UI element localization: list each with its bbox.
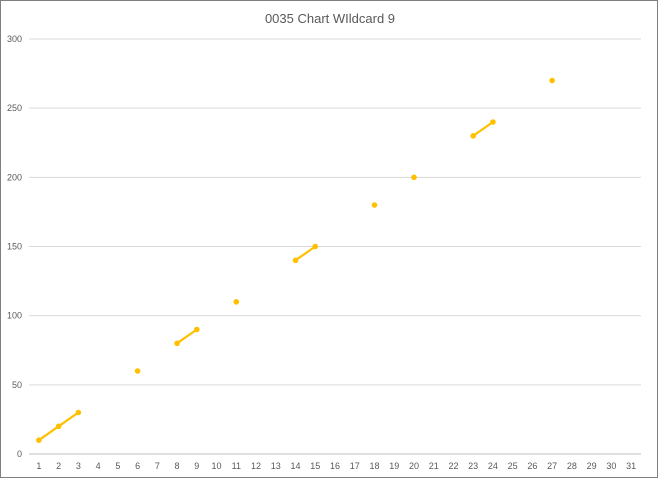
data-point xyxy=(233,299,240,305)
series-lines xyxy=(37,120,495,442)
x-tick-label: 4 xyxy=(96,461,101,471)
y-tick-label: 100 xyxy=(7,311,22,321)
x-tick-label: 11 xyxy=(232,461,241,471)
x-tick-label: 30 xyxy=(606,461,616,471)
series-points xyxy=(36,77,555,443)
x-tick-label: 23 xyxy=(468,461,478,471)
x-tick-label: 16 xyxy=(330,461,340,471)
x-tick-label: 6 xyxy=(135,461,140,471)
x-tick-label: 18 xyxy=(369,461,379,471)
x-tick-label: 2 xyxy=(56,461,61,471)
x-tick-label: 17 xyxy=(350,461,360,471)
y-tick-label: 0 xyxy=(17,449,22,459)
series-line-segment xyxy=(472,120,495,137)
chart-title: 0035 Chart WIldcard 9 xyxy=(265,11,395,26)
data-point xyxy=(371,202,378,208)
data-point xyxy=(292,257,299,264)
x-tick-label: 20 xyxy=(409,461,419,471)
data-point xyxy=(134,368,141,374)
x-tick-label: 8 xyxy=(175,461,180,471)
x-tick-label: 29 xyxy=(587,461,597,471)
x-tick-label: 14 xyxy=(291,461,301,471)
x-tick-label: 28 xyxy=(567,461,577,471)
x-axis-tick-labels: 1 2 3 4 5 6 7 8 9 10 11 12 13 14 15 16 17 18 19 20 21 22 23 24 2… xyxy=(36,461,636,471)
x-tick-label: 7 xyxy=(155,461,160,471)
data-point xyxy=(174,340,180,347)
y-tick-label: 150 xyxy=(7,242,22,252)
x-tick-label: 9 xyxy=(194,461,199,471)
y-axis-tick-labels: 0 50 100 150 200 250 300 xyxy=(7,34,22,459)
y-tick-label: 300 xyxy=(7,34,22,44)
x-tick-label: 3 xyxy=(76,461,81,471)
data-point xyxy=(194,326,200,333)
x-tick-label: 10 xyxy=(212,461,222,471)
x-tick-label: 31 xyxy=(626,461,636,471)
series-line-segment xyxy=(37,425,60,442)
x-tick-label: 22 xyxy=(448,461,458,471)
x-tick-label: 27 xyxy=(547,461,557,471)
x-tick-label: 1 xyxy=(36,461,41,471)
data-point xyxy=(490,119,496,125)
y-tick-label: 200 xyxy=(7,172,22,182)
data-point xyxy=(411,174,417,181)
x-tick-label: 13 xyxy=(271,461,281,471)
x-tick-label: 15 xyxy=(310,461,320,471)
x-tick-label: 19 xyxy=(389,461,399,471)
x-tick-label: 26 xyxy=(527,461,537,471)
y-tick-label: 50 xyxy=(12,380,22,390)
data-point xyxy=(75,409,82,416)
x-tick-label: 25 xyxy=(508,461,518,471)
gridlines xyxy=(29,38,641,455)
y-tick-label: 250 xyxy=(7,103,22,113)
series-line-segment xyxy=(57,411,80,428)
x-tick-label: 24 xyxy=(488,461,498,471)
data-point xyxy=(470,133,476,139)
data-point xyxy=(36,437,42,443)
data-point xyxy=(312,243,319,250)
series-line-segment xyxy=(294,245,317,262)
x-tick-label: 21 xyxy=(429,461,439,471)
data-point xyxy=(549,77,555,84)
x-tick-label: 5 xyxy=(115,461,120,471)
data-point xyxy=(55,423,62,430)
series-line-segment xyxy=(175,328,198,345)
x-tick-label: 12 xyxy=(251,461,261,471)
